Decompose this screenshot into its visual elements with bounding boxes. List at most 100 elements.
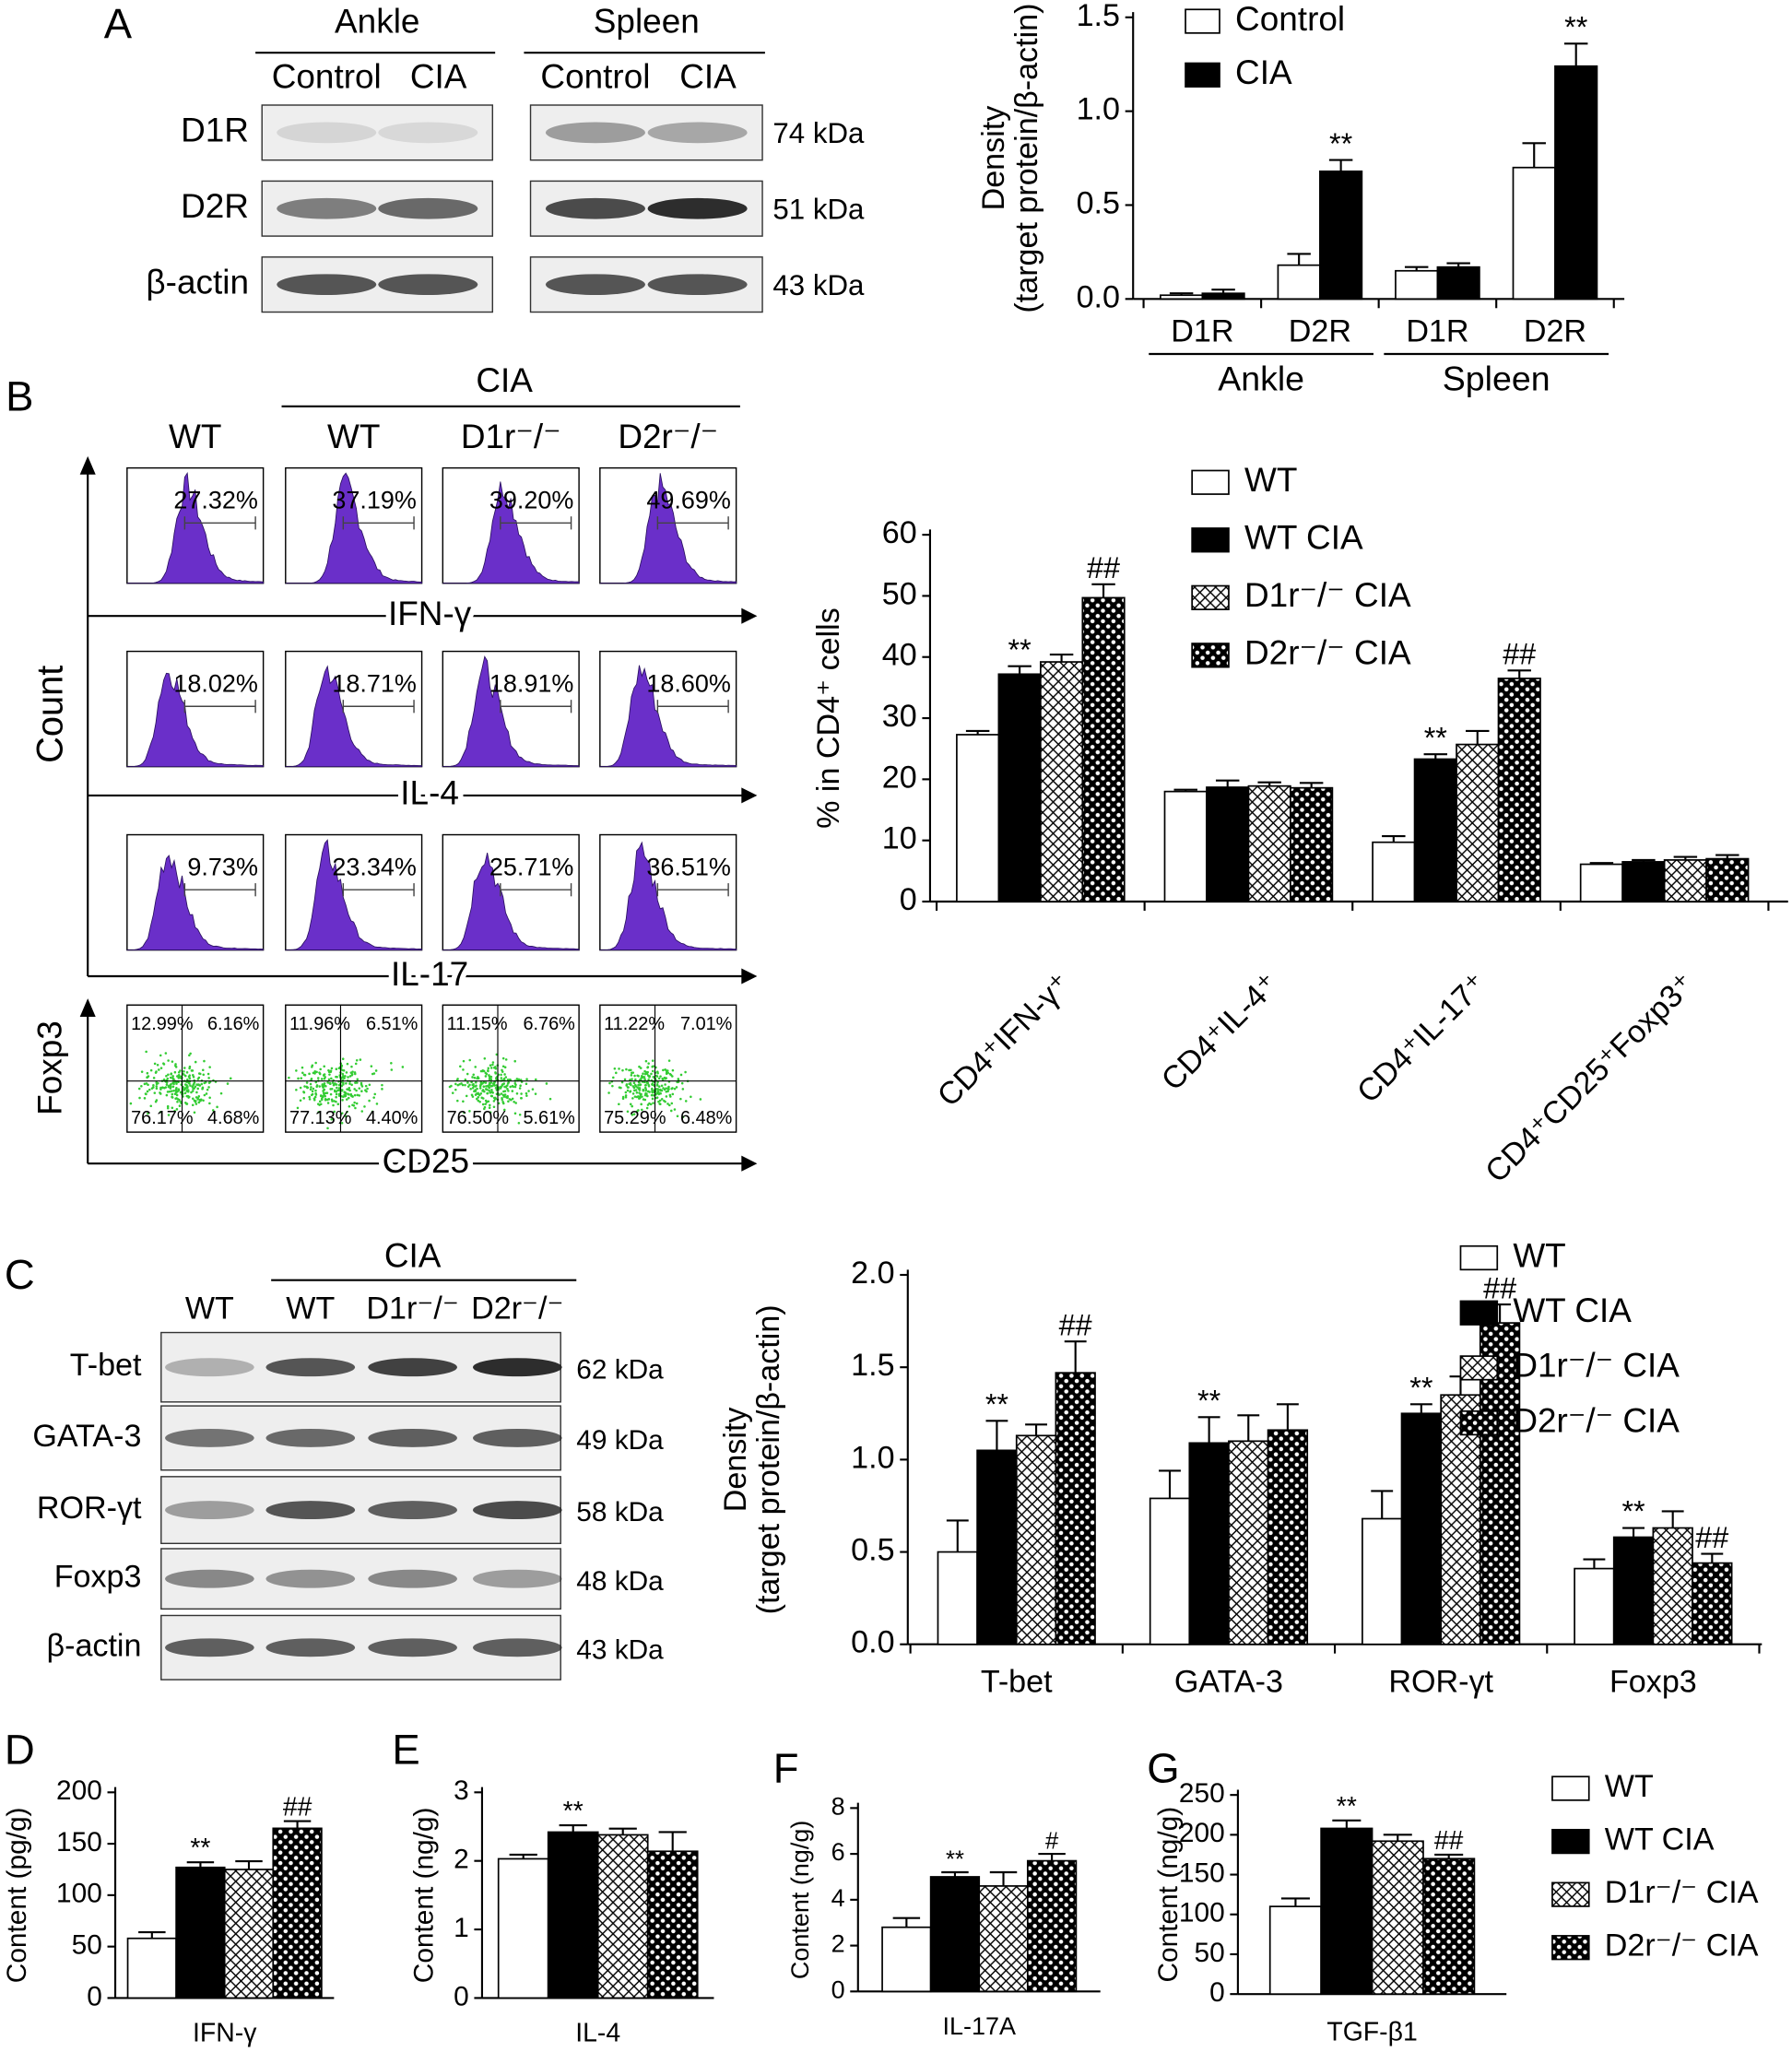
- scatter-dot: [520, 1092, 523, 1095]
- histogram: [442, 481, 580, 584]
- scatter-dot: [488, 1081, 491, 1085]
- scatter-dot: [159, 1088, 162, 1091]
- scatter-dot: [323, 1088, 325, 1091]
- scatter-dot: [669, 1109, 673, 1113]
- blot-band: [165, 1501, 254, 1520]
- scatter-dot: [483, 1105, 487, 1109]
- scatter-dot: [373, 1092, 377, 1096]
- histogram: [599, 665, 737, 768]
- scatter-dot: [525, 1082, 528, 1086]
- scatter-dot: [321, 1084, 324, 1088]
- scatter-dot: [624, 1094, 628, 1097]
- scatter-dot: [468, 1083, 471, 1087]
- quadrant-percent: 77.13%: [289, 1108, 351, 1128]
- scatter-dot: [655, 1096, 659, 1099]
- scatter-dot: [302, 1097, 306, 1100]
- scatter-dot: [668, 1093, 672, 1097]
- blot-box: [261, 104, 494, 161]
- legend-swatch: [1551, 1935, 1590, 1961]
- quadrant-percent: 6.48%: [680, 1108, 732, 1128]
- y-axis-label: Content (ng/g): [786, 1821, 814, 1980]
- flow-column: WT: [327, 418, 380, 455]
- scatter-dot: [198, 1098, 202, 1102]
- y-tick-label: 200: [1179, 1818, 1225, 1848]
- error-bar: [1507, 669, 1531, 678]
- scatter-dot: [328, 1081, 332, 1085]
- scatter-dot: [346, 1110, 348, 1114]
- scatter-dot: [545, 1082, 548, 1085]
- scatter-dot: [381, 1088, 383, 1091]
- scatter-dot: [171, 1075, 174, 1078]
- scatter-dot: [164, 1052, 168, 1055]
- blot-band: [473, 1358, 562, 1377]
- scatter-dot: [175, 1093, 179, 1097]
- panel-label: C: [5, 1251, 35, 1298]
- scatter-dot: [639, 1067, 643, 1069]
- scatter-dot: [632, 1086, 636, 1090]
- scatter-dot: [171, 1081, 174, 1085]
- scatter-dot: [146, 1090, 149, 1093]
- scatter-dot: [657, 1100, 660, 1103]
- y-tick-label: 100: [1179, 1898, 1225, 1928]
- scatter-dot: [192, 1087, 195, 1091]
- scatter-dot: [508, 1098, 512, 1101]
- scatter-dot: [659, 1103, 662, 1105]
- scatter-dot: [401, 1066, 405, 1068]
- scatter-dot: [476, 1077, 478, 1080]
- scatter-dot: [488, 1086, 491, 1090]
- bar: [1422, 1857, 1476, 1996]
- bar: [978, 1885, 1029, 1993]
- gate-percent: 18.02%: [173, 670, 258, 698]
- scatter-dot: [140, 1070, 144, 1073]
- scatter-dot: [353, 1093, 357, 1097]
- scatter-dot: [481, 1097, 485, 1100]
- scatter-dot: [330, 1077, 333, 1080]
- scatter-dot: [175, 1082, 178, 1085]
- scatter-dot: [207, 1077, 210, 1079]
- blot-row-label: β-actin: [146, 263, 249, 301]
- bar: [997, 673, 1042, 902]
- error-bar: [1159, 1469, 1181, 1499]
- legend-label: D2r⁻/⁻ CIA: [1513, 1401, 1680, 1439]
- scatter-dot: [354, 1106, 357, 1110]
- scatter-dot: [155, 1082, 159, 1086]
- y-tick-label: 30: [882, 699, 917, 734]
- error-bar: [1299, 782, 1324, 788]
- quadrant-percent: 11.15%: [447, 1014, 508, 1034]
- bar: [1372, 841, 1416, 902]
- scatter-dot: [665, 1090, 668, 1093]
- scatter-dot: [515, 1078, 519, 1080]
- gate-percent: 27.32%: [173, 487, 258, 514]
- bar: [1163, 790, 1208, 902]
- bar: [1268, 1905, 1322, 1996]
- scatter-dot: [487, 1067, 490, 1070]
- scatter-dot: [646, 1066, 649, 1069]
- scatter-dot: [643, 1084, 647, 1087]
- scatter-dot: [629, 1103, 632, 1106]
- scatter-dot: [303, 1085, 306, 1088]
- scatter-dot: [313, 1072, 316, 1075]
- blot-row-label: D1R: [181, 112, 249, 149]
- scatter-dot: [665, 1095, 668, 1098]
- scatter-dot: [349, 1092, 353, 1096]
- flow-column: D1r⁻/⁻: [461, 418, 561, 455]
- legend-swatch: [1185, 8, 1220, 34]
- scatter-dot: [345, 1071, 348, 1074]
- scatter-dot: [462, 1068, 465, 1071]
- scatter-dot: [451, 1091, 454, 1094]
- scatter-dot: [628, 1068, 631, 1072]
- scatter-dot: [179, 1076, 183, 1079]
- scatter-dot: [326, 1102, 330, 1104]
- scatter-dot: [195, 1096, 198, 1099]
- error-bar: [1215, 779, 1240, 787]
- scatter-dot: [631, 1104, 633, 1108]
- scatter-dot: [320, 1098, 324, 1102]
- y-axis-label: Content (pg/g): [2, 1808, 32, 1984]
- scatter-dot: [659, 1075, 662, 1078]
- scatter-dot: [677, 1078, 680, 1080]
- scatter-dot: [666, 1087, 670, 1090]
- error-bar: [1446, 262, 1470, 267]
- legend-swatch: [1191, 469, 1230, 495]
- scatter-dot: [665, 1077, 667, 1079]
- quadrant-percent: 76.50%: [447, 1108, 509, 1128]
